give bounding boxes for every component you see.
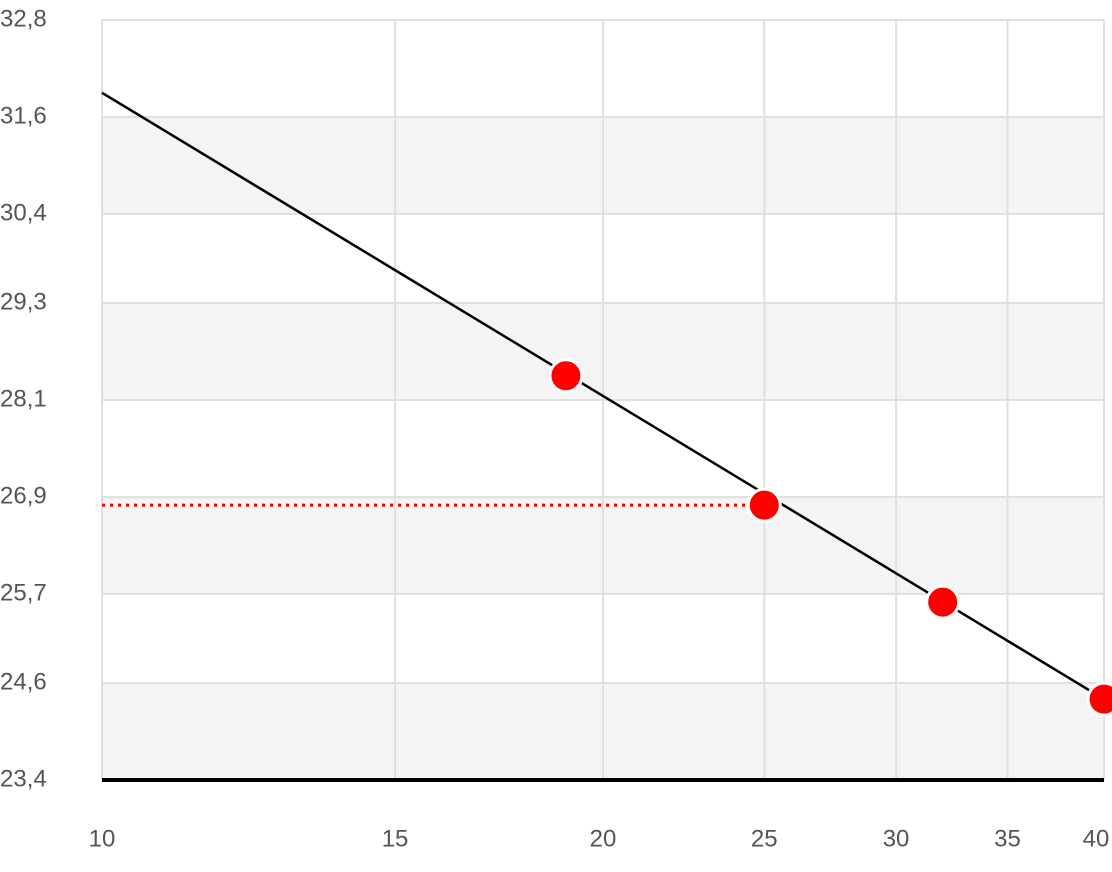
x-tick-label: 10 — [89, 825, 116, 852]
x-tick-label: 40 — [1083, 825, 1110, 852]
y-tick-label: 26,9 — [0, 482, 47, 509]
y-tick-label: 25,7 — [0, 579, 47, 606]
y-tick-label: 29,3 — [0, 288, 47, 315]
x-tick-label: 20 — [590, 825, 617, 852]
y-tick-label: 31,6 — [0, 102, 47, 129]
x-tick-label: 35 — [994, 825, 1021, 852]
x-tick-label: 15 — [382, 825, 409, 852]
data-point — [1086, 681, 1112, 717]
x-tick-label: 25 — [751, 825, 778, 852]
data-point — [548, 358, 584, 394]
y-tick-label: 28,1 — [0, 385, 47, 412]
data-point — [925, 584, 961, 620]
y-tick-label: 24,6 — [0, 668, 47, 695]
x-tick-label: 30 — [883, 825, 910, 852]
data-point — [746, 487, 782, 523]
y-tick-label: 30,4 — [0, 199, 47, 226]
y-tick-label: 32,8 — [0, 5, 47, 32]
y-tick-label: 23,4 — [0, 765, 47, 792]
